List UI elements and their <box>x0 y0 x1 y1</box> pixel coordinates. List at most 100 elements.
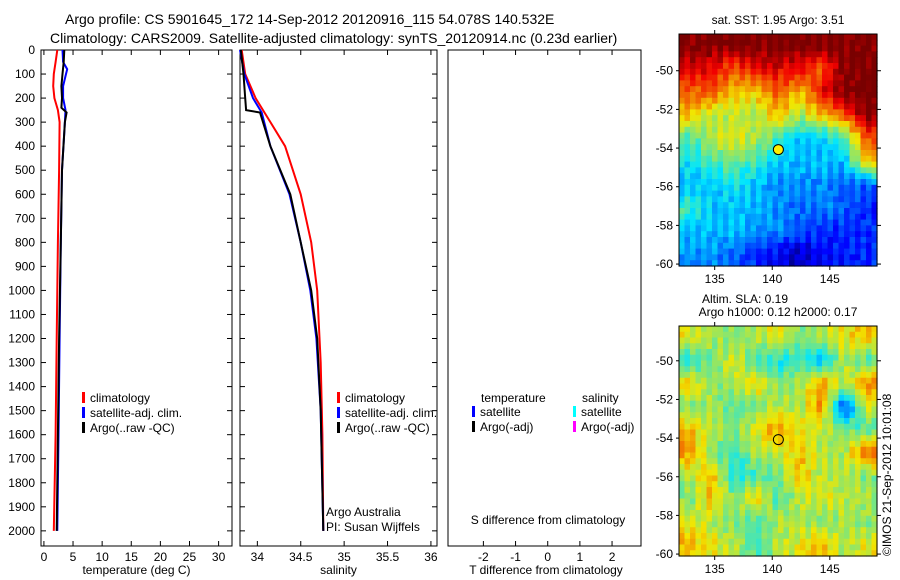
heatmap-cell <box>723 242 730 250</box>
heatmap-cell <box>800 39 807 47</box>
heatmap-cell <box>789 132 796 139</box>
heatmap-cell <box>800 406 807 413</box>
heatmap-cell <box>866 260 873 267</box>
heatmap-cell <box>706 63 713 70</box>
heatmap-cell <box>745 406 752 413</box>
heatmap-cell <box>844 326 851 333</box>
heatmap-cell <box>745 97 752 105</box>
heatmap-cell <box>783 213 790 221</box>
heatmap-cell <box>772 464 779 471</box>
heatmap-cell <box>706 492 713 500</box>
heatmap-cell <box>866 372 873 379</box>
heatmap-cell <box>805 190 812 197</box>
heatmap-cell <box>811 544 818 551</box>
heatmap-cell <box>756 527 763 534</box>
heatmap-cell <box>805 126 812 134</box>
heatmap-cell <box>728 527 735 534</box>
heatmap-cell <box>789 412 796 419</box>
heatmap-cell <box>855 515 862 523</box>
heatmap-cell <box>855 68 862 76</box>
heatmap-cell <box>794 196 801 203</box>
heatmap-cell <box>816 446 823 454</box>
heatmap-cell <box>833 423 840 431</box>
heatmap-cell <box>871 57 878 64</box>
heatmap-cell <box>690 121 697 128</box>
heatmap-cell <box>756 441 763 448</box>
heatmap-cell <box>866 498 873 505</box>
heatmap-cell <box>822 389 829 396</box>
heatmap-cell <box>745 481 752 488</box>
heatmap-cell <box>833 515 840 523</box>
heatmap-cell <box>706 39 713 47</box>
heatmap-cell <box>701 63 708 70</box>
heatmap-cell <box>767 39 774 47</box>
heatmap-cell <box>701 161 708 168</box>
heatmap-cell <box>860 202 867 209</box>
x-tick-label: 35 <box>337 550 351 564</box>
heatmap-cell <box>822 452 829 459</box>
heatmap-cell <box>728 441 735 448</box>
heatmap-cell <box>772 538 779 546</box>
heatmap-cell <box>761 202 768 209</box>
heatmap-cell <box>712 260 719 267</box>
heatmap-cell <box>827 400 834 408</box>
heatmap-cell <box>679 86 686 93</box>
heatmap-cell <box>756 103 763 110</box>
heatmap-cell <box>756 498 763 505</box>
heatmap-cell <box>761 492 768 500</box>
heatmap-cell <box>767 406 774 413</box>
heatmap-cell <box>717 515 724 523</box>
heatmap-cell <box>811 68 818 76</box>
heatmap-cell <box>728 63 735 70</box>
heatmap-cell <box>750 331 757 339</box>
heatmap-cell <box>772 372 779 379</box>
heatmap-cell <box>723 260 730 267</box>
heatmap-cell <box>767 80 774 87</box>
heatmap-cell <box>772 155 779 163</box>
heatmap-cell <box>728 161 735 168</box>
heatmap-cell <box>739 190 746 197</box>
heatmap-cell <box>739 103 746 110</box>
heatmap-cell <box>860 132 867 139</box>
heatmap-cell <box>756 260 763 267</box>
heatmap-cell <box>833 213 840 221</box>
heatmap-cell <box>844 343 851 350</box>
heatmap-cell <box>767 254 774 261</box>
heatmap-cell <box>734 86 741 93</box>
heatmap-cell <box>761 343 768 350</box>
x-tick-label: 0 <box>544 550 551 564</box>
heatmap-cell <box>838 452 845 459</box>
heatmap-cell <box>695 475 702 482</box>
heatmap-cell <box>805 121 812 128</box>
heatmap-cell <box>695 103 702 110</box>
heatmap-cell <box>855 138 862 145</box>
heatmap-cell <box>745 395 752 402</box>
heatmap-cell <box>833 80 840 87</box>
heatmap-cell <box>860 225 867 232</box>
heatmap-cell <box>827 354 834 362</box>
heatmap-cell <box>860 121 867 128</box>
heatmap-cell <box>816 63 823 70</box>
heatmap-cell <box>794 121 801 128</box>
heatmap-cell <box>679 429 686 436</box>
heatmap-cell <box>811 435 818 442</box>
heatmap-cell <box>855 326 862 333</box>
heatmap-cell <box>849 138 856 145</box>
heatmap-cell <box>855 527 862 534</box>
heatmap-cell <box>767 92 774 99</box>
heatmap-cell <box>800 326 807 333</box>
heatmap-cell <box>871 492 878 500</box>
heatmap-cell <box>844 150 851 157</box>
heatmap-cell <box>794 242 801 250</box>
heatmap-cell <box>822 458 829 465</box>
heatmap-cell <box>706 538 713 546</box>
heatmap-cell <box>701 475 708 482</box>
heatmap-cell <box>866 377 873 385</box>
heatmap-cell <box>816 487 823 494</box>
heatmap-cell <box>701 383 708 390</box>
heatmap-cell <box>871 360 878 367</box>
heatmap-cell <box>778 510 785 517</box>
heatmap-cell <box>712 487 719 494</box>
heatmap-cell <box>794 458 801 465</box>
heatmap-cell <box>794 412 801 419</box>
